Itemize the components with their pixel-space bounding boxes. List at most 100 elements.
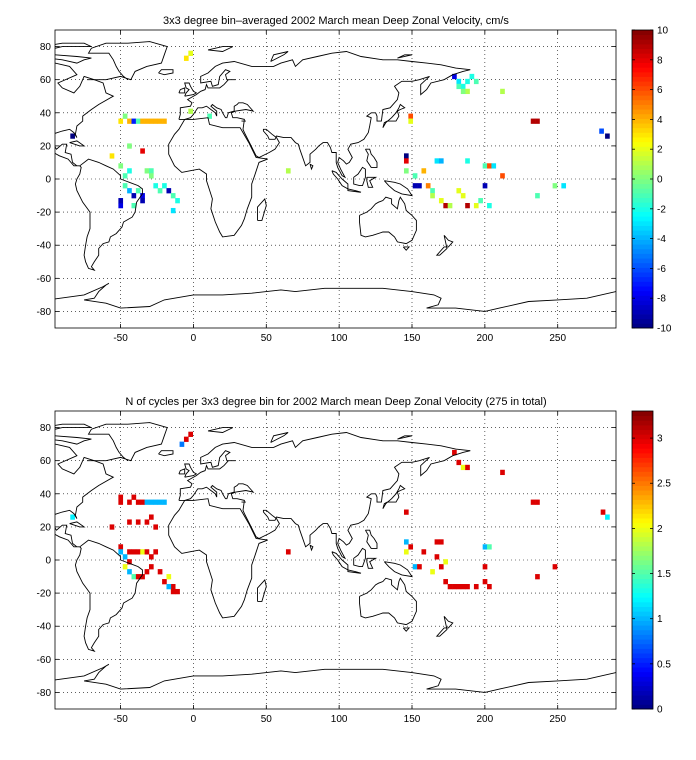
top-data-cell xyxy=(162,183,167,189)
top-colorbar-label: -4 xyxy=(657,234,666,245)
top-data-cell xyxy=(127,118,132,124)
top-data-cell xyxy=(412,183,418,189)
top-data-cell xyxy=(140,193,145,199)
bottom-data-cell xyxy=(122,564,128,570)
bottom-data-cell xyxy=(443,559,448,565)
bottom-data-cell xyxy=(452,449,457,456)
bottom-data-cell xyxy=(430,569,435,575)
bottom-ytick-label: 80 xyxy=(40,423,52,434)
top-colorbar-segment xyxy=(632,276,653,282)
top-data-cell xyxy=(482,183,488,189)
top-data-cell xyxy=(425,183,431,189)
top-data-cell xyxy=(118,118,124,124)
top-colorbar-segment xyxy=(632,183,653,189)
bottom-colorbar-segment xyxy=(632,527,653,533)
top-colorbar-segment xyxy=(632,286,653,292)
bottom-data-cell xyxy=(465,584,470,590)
top-data-cell xyxy=(153,118,159,124)
top-colorbar-segment xyxy=(632,123,653,129)
top-colorbar-segment xyxy=(632,137,653,143)
top-data-cell xyxy=(131,193,137,199)
bottom-colorbar-segment xyxy=(632,648,653,654)
bottom-colorbar-segment xyxy=(632,601,653,607)
bottom-colorbar-label: 0 xyxy=(657,705,663,716)
top-coastline xyxy=(207,46,233,52)
bottom-data-cell xyxy=(153,499,159,505)
top-data-cell xyxy=(148,168,154,174)
top-data-cell xyxy=(166,188,172,194)
bottom-colorbar-segment xyxy=(632,564,653,570)
bottom-coastline xyxy=(55,443,115,548)
bottom-data-cell xyxy=(148,514,154,520)
top-data-cell xyxy=(456,83,462,90)
bottom-coastline xyxy=(347,569,362,574)
top-coastline xyxy=(383,180,413,197)
bottom-colorbar-segment xyxy=(632,597,653,603)
top-coastline xyxy=(365,148,378,168)
top-data-cell xyxy=(144,118,150,124)
bottom-coastline xyxy=(55,663,616,693)
top-colorbar-segment xyxy=(632,53,653,59)
bottom-data-cell xyxy=(131,549,137,555)
bottom-colorbar-segment xyxy=(632,573,653,580)
top-coastline xyxy=(55,54,92,64)
bottom-data-cell xyxy=(460,464,466,471)
top-data-cell xyxy=(599,128,604,134)
top-data-cell xyxy=(417,183,422,189)
bottom-colorbar-segment xyxy=(632,690,653,696)
top-colorbar-segment xyxy=(632,314,653,320)
top-ytick-label: -60 xyxy=(37,274,52,285)
bottom-xtick-label: 250 xyxy=(549,714,566,725)
bottom-data-cell xyxy=(127,499,132,505)
top-ytick-label: 0 xyxy=(45,175,51,186)
bottom-colorbar-segment xyxy=(632,676,653,682)
top-coastline xyxy=(353,166,366,187)
bottom-ytick-label: 0 xyxy=(45,556,51,567)
bottom-colorbar-label: 1.5 xyxy=(657,569,671,580)
top-colorbar-segment xyxy=(632,95,653,101)
top-data-cell xyxy=(491,163,497,169)
bottom-coastline xyxy=(69,521,86,528)
bottom-colorbar-segment xyxy=(632,471,653,477)
bottom-data-cell xyxy=(118,494,124,500)
top-data-cell xyxy=(487,203,492,209)
bottom-data-cell xyxy=(500,469,505,476)
bottom-colorbar-segment xyxy=(632,550,653,556)
top-colorbar-segment xyxy=(632,34,653,40)
top-data-cell xyxy=(552,183,558,189)
top-colorbar-segment xyxy=(632,300,653,306)
top-data-cell xyxy=(535,193,540,199)
bottom-colorbar-segment xyxy=(632,466,653,472)
top-colorbar-segment xyxy=(632,48,653,54)
top-data-cell xyxy=(535,118,540,124)
bottom-xtick-label: 150 xyxy=(404,714,421,725)
bottom-colorbar-segment xyxy=(632,415,653,421)
bottom-data-cell xyxy=(447,584,453,590)
top-ytick-label: 40 xyxy=(40,108,52,119)
top-coastline xyxy=(347,188,362,193)
top-colorbar-segment xyxy=(632,62,653,68)
bottom-colorbar: 3 2.5 2 1.5 1 0.5 0 xyxy=(631,410,671,716)
top-colorbar-label: 4 xyxy=(657,115,663,126)
bottom-colorbar-label: 0.5 xyxy=(657,659,671,670)
top-colorbar-segment xyxy=(632,43,653,50)
bottom-data-cell xyxy=(600,509,606,515)
top-data-cell xyxy=(140,118,145,124)
top-coastline xyxy=(69,140,86,147)
bottom-colorbar-segment xyxy=(632,448,653,454)
bottom-colorbar-segment xyxy=(632,629,653,635)
bottom-ytick-label: 60 xyxy=(40,456,52,467)
top-coastline xyxy=(270,51,289,62)
bottom-data-cell xyxy=(157,499,163,505)
top-ytick-label: -40 xyxy=(37,241,52,252)
top-colorbar-segment xyxy=(632,290,653,296)
top-data-cell xyxy=(469,73,475,80)
top-data-cell xyxy=(122,183,128,189)
bottom-colorbar-label: 2.5 xyxy=(657,479,671,490)
top-coastline xyxy=(55,282,616,312)
bottom-coastlines xyxy=(55,422,616,693)
bottom-colorbar-segment xyxy=(632,620,653,626)
top-data-cell xyxy=(140,198,145,204)
bottom-data-cell xyxy=(131,574,137,580)
